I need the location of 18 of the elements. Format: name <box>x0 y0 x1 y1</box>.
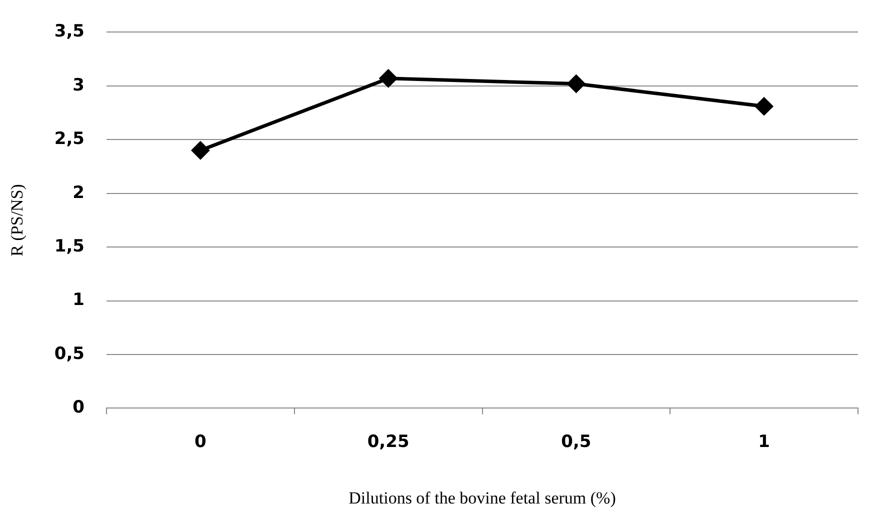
point <box>755 98 773 116</box>
y-axis-title: R (PS/NS) <box>8 184 27 256</box>
x-tick-label: 0,5 <box>561 432 592 452</box>
point <box>192 142 210 160</box>
y-tick-label: 3 <box>72 75 85 96</box>
y-tick-label: 1,5 <box>54 236 85 256</box>
x-tick-label: 1 <box>758 432 770 452</box>
y-tick-label: 1 <box>72 290 85 310</box>
x-tick-label: 0 <box>194 432 207 452</box>
y-tick-label: 2,5 <box>54 129 85 150</box>
point <box>380 70 398 88</box>
y-tick-label: 3,5 <box>54 22 85 42</box>
y-tick-label: 2 <box>72 182 85 203</box>
y-tick-label: 0 <box>72 398 85 418</box>
x-axis-title: Dilutions of the bovine fetal serum (%) <box>348 488 616 508</box>
y-tick-label: 0,5 <box>54 344 85 364</box>
x-tick-label: 0,25 <box>367 432 410 452</box>
point <box>567 75 585 93</box>
